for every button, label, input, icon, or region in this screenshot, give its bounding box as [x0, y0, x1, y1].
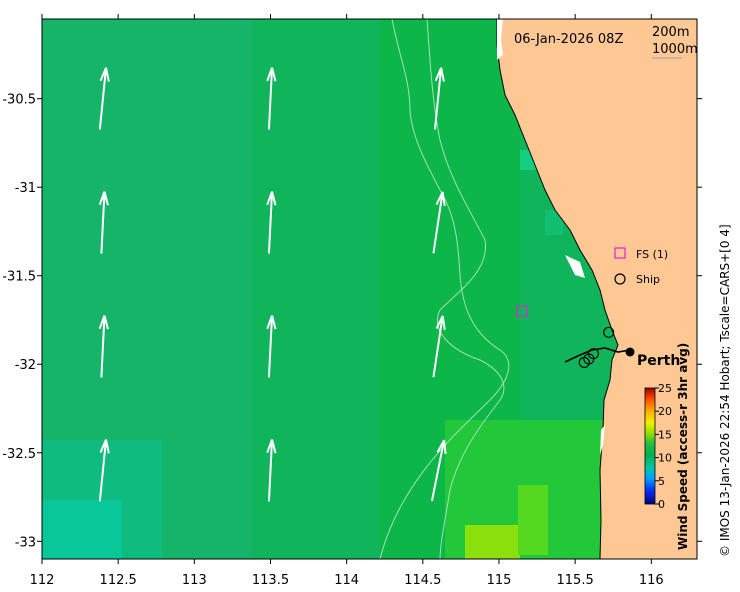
colorbar-tick-label: 20: [658, 405, 672, 418]
coast-white-patch: [600, 425, 605, 455]
legend-fs-label: FS (1): [636, 248, 668, 261]
coast-white-patch: [497, 19, 503, 60]
wind-arrow: [98, 439, 110, 502]
isobath-label-1000m: 1000m: [652, 42, 698, 57]
wind-arrow: [433, 67, 445, 130]
credit-text: © IMOS 13-Jan-2026 22:54 Hobart; Tscale=…: [718, 224, 732, 557]
wind-arrow: [98, 67, 110, 130]
perth-label: Perth: [637, 353, 680, 369]
wind-arrows: [98, 67, 447, 502]
colorbar: [644, 387, 656, 505]
wind-arrow: [266, 439, 277, 502]
ship-observation: [578, 356, 590, 369]
fs-observation: [516, 305, 528, 317]
y-tick-label: -31.5: [2, 270, 36, 285]
wind-field-cell: [545, 210, 563, 235]
plot-frame: [41, 18, 698, 560]
y-tick-label: -31: [15, 181, 36, 196]
y-tick-label: -33: [15, 535, 36, 550]
wind-arrow: [266, 315, 277, 378]
observation-points: [516, 305, 615, 369]
wind-arrow: [432, 191, 446, 254]
isobath-label-200m: 200m: [652, 25, 689, 40]
x-axis: 112 112.5 113 113.5 114 114.5 115 115.5 116: [30, 14, 664, 588]
legend-ship-label: Ship: [636, 273, 660, 286]
x-tick-label: 115: [487, 573, 512, 588]
colorbar-tick-label: 15: [658, 428, 672, 441]
swan-river: [564, 347, 631, 363]
wind-arrow: [266, 191, 277, 254]
wind-field-cell: [42, 500, 122, 559]
colorbar-tick-label: 0: [658, 498, 665, 511]
wind-field-cell: [518, 485, 548, 555]
x-tick-label: 112.5: [100, 573, 137, 588]
y-tick-label: -30.5: [2, 93, 36, 108]
ship-observation: [603, 326, 615, 338]
wind-field-cell: [465, 525, 520, 559]
wind-arrow: [98, 191, 109, 254]
map-title: 06-Jan-2026 08Z: [514, 32, 623, 47]
x-tick-label: 113: [182, 573, 207, 588]
wind-arrow: [266, 67, 277, 130]
colorbar-ticks: 0 5 10 15 20 25: [655, 382, 672, 511]
isobath-200m: [379, 19, 510, 559]
colorbar-tick-label: 25: [658, 382, 672, 395]
wind-arrow: [430, 439, 447, 502]
x-tick-label: 114: [334, 573, 359, 588]
y-tick-label: -32.5: [2, 447, 36, 462]
legend-fs-square: [614, 247, 626, 259]
y-axis: -30.5 -31 -31.5 -32 -32.5 -33: [2, 93, 702, 550]
x-tick-label: 112: [30, 573, 55, 588]
colorbar-tick-label: 5: [658, 475, 665, 488]
x-tick-label: 115.5: [557, 573, 594, 588]
coast-white-patch: [565, 255, 585, 278]
colorbar-label: Wind Speed (access-r 3hr avg): [676, 343, 690, 550]
perth-marker: [625, 347, 635, 357]
legend-ship-circle: [614, 273, 626, 285]
x-tick-label: 114.5: [404, 573, 441, 588]
wind-arrow: [98, 315, 109, 378]
colorbar-tick-label: 10: [658, 452, 672, 465]
y-tick-label: -32: [15, 358, 36, 373]
x-tick-label: 113.5: [252, 573, 289, 588]
wind-arrow: [432, 315, 446, 378]
x-tick-label: 116: [639, 573, 664, 588]
